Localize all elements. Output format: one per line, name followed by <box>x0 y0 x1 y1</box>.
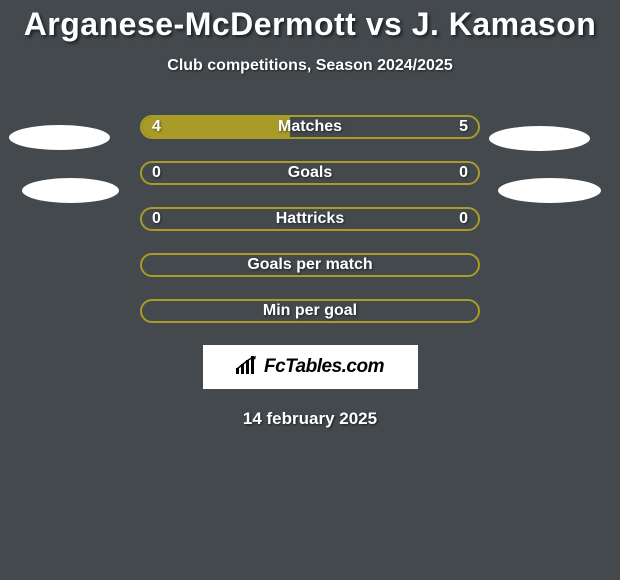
stat-fill <box>142 117 290 137</box>
crest-left-a <box>9 125 110 150</box>
stat-row: Hattricks00 <box>140 207 480 231</box>
stat-track <box>140 299 480 323</box>
subtitle: Club competitions, Season 2024/2025 <box>0 57 620 75</box>
stat-value-right: 0 <box>459 164 468 182</box>
crest-right-b <box>498 178 601 203</box>
stat-row: Min per goal <box>140 299 480 323</box>
stat-track <box>140 253 480 277</box>
stat-track <box>140 207 480 231</box>
stat-value-left: 0 <box>152 164 161 182</box>
crest-left-b <box>22 178 119 203</box>
stat-value-right: 0 <box>459 210 468 228</box>
stat-value-right: 5 <box>459 118 468 136</box>
stat-row: Goals per match <box>140 253 480 277</box>
stat-row: Matches45 <box>140 115 480 139</box>
stat-track <box>140 161 480 185</box>
watermark: FcTables.com <box>203 345 418 389</box>
stat-bars: Matches45Goals00Hattricks00Goals per mat… <box>140 115 480 323</box>
stat-row: Goals00 <box>140 161 480 185</box>
chart-icon <box>236 356 258 379</box>
comparison-card: Arganese-McDermott vs J. Kamason Club co… <box>0 0 620 580</box>
stat-value-left: 0 <box>152 210 161 228</box>
stat-value-left: 4 <box>152 118 161 136</box>
page-title: Arganese-McDermott vs J. Kamason <box>0 0 620 43</box>
stat-track <box>140 115 480 139</box>
comparison-date: 14 february 2025 <box>0 409 620 429</box>
crest-right-a <box>489 126 590 151</box>
watermark-text: FcTables.com <box>264 356 384 378</box>
